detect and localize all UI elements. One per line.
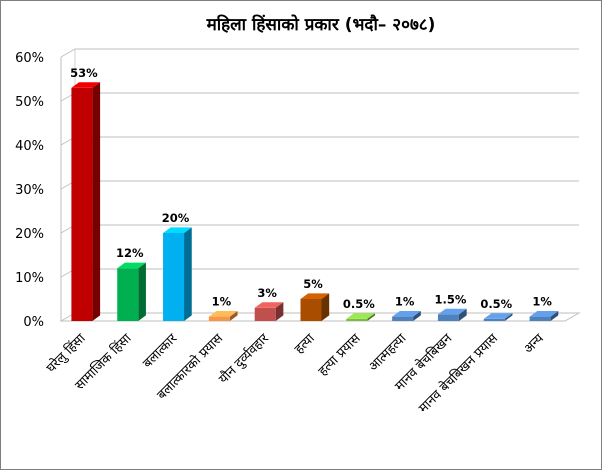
y-tick-label: 30% <box>15 183 44 198</box>
bar-front <box>437 314 459 321</box>
bars <box>71 82 559 321</box>
bar-front <box>254 307 276 321</box>
bar-side <box>138 262 146 321</box>
data-label: 1% <box>212 295 232 309</box>
gridline-side <box>60 48 76 58</box>
y-tick-label: 40% <box>15 139 44 154</box>
bar-front <box>117 268 139 321</box>
data-label: 0.5% <box>343 297 375 311</box>
value-labels: 53% 12% 20% 1% 3% 5% 0.5% 1% 1.5% 0.5% 1% <box>70 66 552 311</box>
data-label: 1.5% <box>435 292 467 306</box>
bar <box>529 311 559 321</box>
bar <box>300 293 330 321</box>
data-label: 1% <box>532 295 552 309</box>
bar-front <box>346 318 368 321</box>
bar-side <box>550 311 559 321</box>
category-labels: घरेलु हिंसासामाजिक हिंसा बलात्कारबलात्कार… <box>43 330 547 416</box>
bar-top <box>71 82 101 88</box>
bar <box>346 313 376 321</box>
y-tick-label: 50% <box>15 95 44 110</box>
bar-side <box>413 311 421 321</box>
bar-side <box>229 311 238 321</box>
bar <box>483 313 513 321</box>
bar-front <box>483 318 505 321</box>
y-tick-label: 60% <box>15 51 44 66</box>
bar-side <box>458 308 467 321</box>
bar-top <box>437 308 467 315</box>
x-tick-label: आत्महत्या <box>366 331 410 375</box>
bar-top <box>117 262 146 269</box>
bar-top <box>208 311 238 317</box>
bar-front <box>71 87 93 321</box>
bar-side <box>184 227 192 321</box>
data-label: 0.5% <box>480 297 512 311</box>
x-tick-label: हत्या प्रयास <box>316 331 364 379</box>
bar <box>163 227 192 321</box>
y-axis-ticks: 0% 10% 20% 30% 40% 50% 60% <box>15 51 44 330</box>
bar-front <box>529 316 551 321</box>
data-label: 3% <box>257 286 277 300</box>
bar-top <box>529 311 559 317</box>
data-label: 1% <box>395 295 415 309</box>
x-tick-label: बलात्कार <box>140 331 181 372</box>
x-tick-label: मानव बेचबिखन प्रयास <box>415 330 501 416</box>
bar-top <box>163 227 192 233</box>
bar-top <box>483 313 513 319</box>
bar-side <box>275 302 284 321</box>
x-tick-label: अन्य <box>521 331 547 357</box>
data-label: 20% <box>162 211 190 225</box>
bar-side <box>504 313 513 321</box>
data-label: 53% <box>70 66 98 80</box>
bar-front <box>163 233 185 321</box>
chart-title: महिला हिंसाको प्रकार (भदौ– २०७८) <box>206 14 436 35</box>
bar-front <box>208 316 230 321</box>
y-tick-label: 20% <box>15 227 44 242</box>
data-label: 12% <box>116 246 144 260</box>
data-label: 5% <box>303 277 323 291</box>
bar-side <box>92 82 101 321</box>
bar <box>437 308 467 321</box>
bar-side <box>367 313 376 321</box>
y-tick-label: 0% <box>23 315 44 330</box>
y-tick-label: 10% <box>15 271 44 286</box>
x-tick-label: यौन दुर्व्यवहार <box>215 330 272 387</box>
bar <box>71 82 101 321</box>
x-tick-label: घरेलु हिंसा <box>43 330 89 376</box>
bar <box>392 311 421 321</box>
bar <box>208 311 238 321</box>
bar <box>254 302 284 321</box>
bar-side <box>321 293 330 321</box>
bar-front <box>392 316 414 321</box>
bar-top <box>392 311 421 317</box>
x-tick-label: हत्या <box>292 331 318 357</box>
bar-top <box>346 313 376 319</box>
bar-front <box>300 299 322 321</box>
bar-top <box>254 302 284 308</box>
bar <box>117 262 146 321</box>
bar-top <box>300 293 330 299</box>
